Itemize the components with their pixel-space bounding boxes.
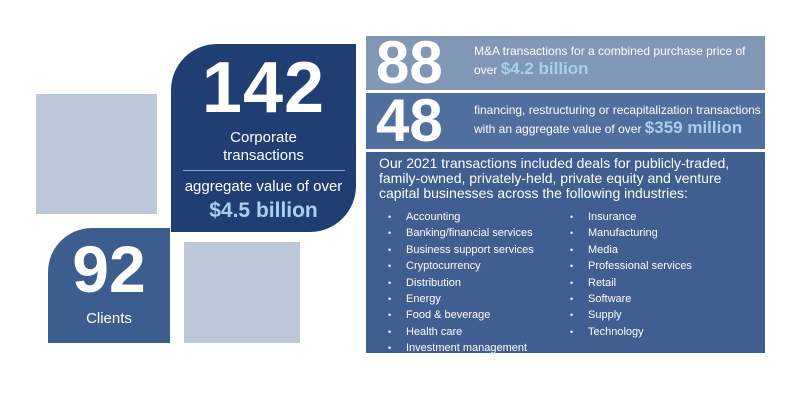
bullet-icon: • [388,228,392,239]
clients-count: 92 [72,232,146,306]
industry-name: Professional services [588,260,692,273]
industry-list-item: • Health care [388,324,534,340]
financing-transactions-count: 48 [376,87,443,154]
bullet-icon: • [570,326,574,337]
aggregate-value: $4.5 billion [209,199,318,222]
industry-name: Investment management [406,342,528,355]
bullet-icon: • [388,244,392,255]
financing-value-line: with an aggregate value of over $359 mil… [474,118,742,139]
bullet-icon: • [388,212,392,222]
ma-value-line: over $4.2 billion [474,59,589,80]
ma-description: M&A transactions for a combined purchase… [474,44,746,58]
industry-list-item: • Food & beverage [388,307,534,323]
bullet-icon: • [570,277,574,288]
corporate-transactions-count: 142 [201,48,326,128]
bullet-icon: • [388,310,392,321]
decorative-square [36,94,157,214]
bullet-icon: • [570,212,574,222]
bullet-icon: • [570,261,574,272]
corporate-transactions-tile: 142 Corporate transactions aggregate val… [171,44,356,232]
clients-label: Clients [86,310,132,327]
industry-name: Distribution [406,276,462,289]
industry-name: Cryptocurrency [406,260,481,273]
corporate-label-line1: Corporate [230,129,297,146]
industry-list-item: • Technology [570,324,692,340]
clients-tile: 92 Clients [48,228,170,343]
ma-transactions-bar: 88 M&A transactions for a combined purch… [366,29,765,96]
industry-name: Business support services [406,243,534,256]
corporate-label-line2: transactions [223,147,304,164]
ma-transactions-count: 88 [376,29,443,96]
industry-list-item: • Investment management [388,340,534,356]
industry-name: Accounting [406,211,461,223]
industry-list-item: • Cryptocurrency [388,258,534,274]
industry-list-item: • Business support services [388,242,534,258]
industry-list-item: • Insurance [570,209,692,225]
industries-list-column-2: • Insurance • Manufacturing • Media • Professio… [570,209,692,340]
industry-list-item: • Supply [570,307,692,323]
ma-value-highlight: $4.2 billion [500,59,589,78]
industry-list-item: • Retail [570,275,692,291]
industries-panel: Our 2021 transactions included deals for… [366,152,765,354]
industry-list-item: • Banking/financial services [388,225,534,241]
industry-list-item: • Accounting [388,209,534,225]
ma-value-prefix: over [474,63,501,77]
industry-name: Banking/financial services [406,227,533,240]
aggregate-label: aggregate value of over [184,178,343,195]
bullet-icon: • [388,343,392,354]
financing-value-prefix: with an aggregate value of over [474,122,645,136]
industry-list-item: • Media [570,242,692,258]
industry-name: Technology [588,325,644,338]
industries-intro: Our 2021 transactions included deals for… [379,155,730,201]
industry-list-item: • Distribution [388,275,534,291]
bullet-icon: • [388,293,392,304]
financing-transactions-bar: 48 financing, restructuring or recapital… [366,87,765,154]
industry-list-item: • Energy [388,291,534,307]
industry-name: Health care [406,325,463,338]
industry-name: Food & beverage [406,309,491,322]
divider [183,170,345,171]
industry-list-item: • Manufacturing [570,225,692,241]
industry-name: Energy [406,292,441,305]
bullet-icon: • [388,261,392,272]
industry-name: Manufacturing [588,227,658,240]
industry-name: Insurance [588,211,637,223]
bullet-icon: • [388,277,392,288]
financing-value-highlight: $359 million [644,118,743,137]
industry-list-item: • Professional services [570,258,692,274]
bullet-icon: • [570,244,574,255]
financing-description: financing, restructuring or recapitaliza… [474,103,761,117]
industry-name: Supply [588,309,622,322]
bullet-icon: • [570,293,574,304]
industry-name: Media [588,243,618,256]
industry-list-item: • Software [570,291,692,307]
bullet-icon: • [388,326,392,337]
industry-name: Software [588,292,632,305]
industries-list-column-1: • Accounting • Banking/financial services • B… [388,209,534,357]
bullet-icon: • [570,310,574,321]
bullet-icon: • [570,228,574,239]
industry-name: Retail [588,276,617,289]
decorative-square [184,242,300,343]
